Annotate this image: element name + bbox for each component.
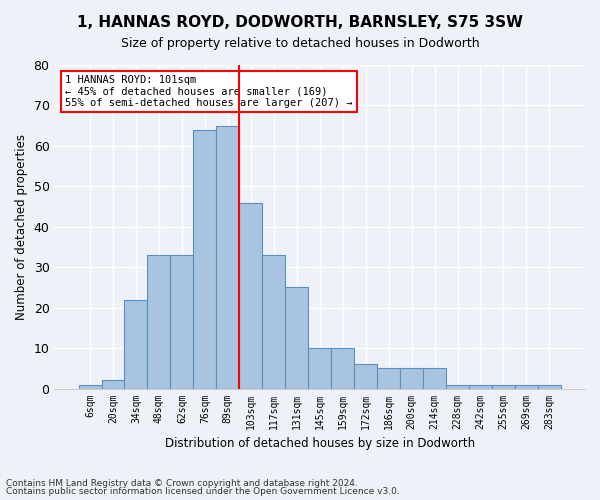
Bar xyxy=(217,126,239,388)
Text: Size of property relative to detached houses in Dodworth: Size of property relative to detached ho… xyxy=(121,38,479,51)
Bar xyxy=(400,368,423,388)
Bar xyxy=(423,368,446,388)
Bar xyxy=(354,364,377,388)
Bar xyxy=(469,384,492,388)
Bar xyxy=(331,348,354,389)
X-axis label: Distribution of detached houses by size in Dodworth: Distribution of detached houses by size … xyxy=(164,437,475,450)
Bar xyxy=(193,130,217,388)
Bar xyxy=(492,384,515,388)
Bar xyxy=(148,255,170,388)
Bar xyxy=(377,368,400,388)
Bar xyxy=(170,255,193,388)
Bar xyxy=(285,288,308,388)
Y-axis label: Number of detached properties: Number of detached properties xyxy=(15,134,28,320)
Bar xyxy=(515,384,538,388)
Bar xyxy=(239,202,262,388)
Text: Contains HM Land Registry data © Crown copyright and database right 2024.: Contains HM Land Registry data © Crown c… xyxy=(6,478,358,488)
Bar xyxy=(262,255,285,388)
Bar xyxy=(124,300,148,388)
Bar xyxy=(79,384,101,388)
Bar xyxy=(101,380,124,388)
Bar xyxy=(308,348,331,389)
Text: 1 HANNAS ROYD: 101sqm
← 45% of detached houses are smaller (169)
55% of semi-det: 1 HANNAS ROYD: 101sqm ← 45% of detached … xyxy=(65,74,353,108)
Bar xyxy=(538,384,561,388)
Text: 1, HANNAS ROYD, DODWORTH, BARNSLEY, S75 3SW: 1, HANNAS ROYD, DODWORTH, BARNSLEY, S75 … xyxy=(77,15,523,30)
Bar xyxy=(446,384,469,388)
Text: Contains public sector information licensed under the Open Government Licence v3: Contains public sector information licen… xyxy=(6,487,400,496)
